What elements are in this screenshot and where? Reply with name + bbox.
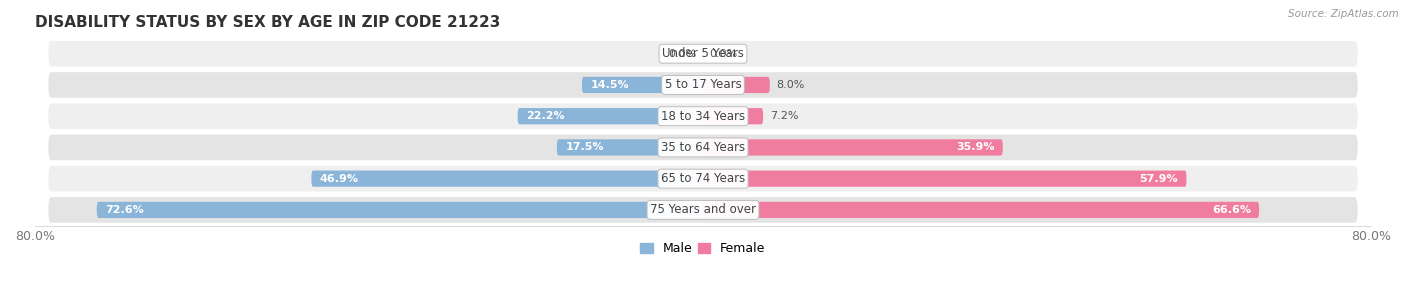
Text: 22.2%: 22.2%	[526, 111, 565, 121]
Text: 66.6%: 66.6%	[1212, 205, 1251, 215]
Text: 0.0%: 0.0%	[710, 49, 738, 59]
FancyBboxPatch shape	[48, 72, 1358, 98]
FancyBboxPatch shape	[311, 171, 703, 187]
FancyBboxPatch shape	[703, 202, 1260, 218]
FancyBboxPatch shape	[48, 166, 1358, 192]
Text: 35 to 64 Years: 35 to 64 Years	[661, 141, 745, 154]
Text: 17.5%: 17.5%	[565, 143, 603, 152]
Text: DISABILITY STATUS BY SEX BY AGE IN ZIP CODE 21223: DISABILITY STATUS BY SEX BY AGE IN ZIP C…	[35, 15, 501, 30]
FancyBboxPatch shape	[48, 103, 1358, 129]
Text: 0.0%: 0.0%	[668, 49, 696, 59]
FancyBboxPatch shape	[517, 108, 703, 124]
FancyBboxPatch shape	[97, 202, 703, 218]
Text: 5 to 17 Years: 5 to 17 Years	[665, 78, 741, 92]
FancyBboxPatch shape	[703, 77, 770, 93]
Text: Under 5 Years: Under 5 Years	[662, 47, 744, 60]
FancyBboxPatch shape	[48, 135, 1358, 160]
Text: 8.0%: 8.0%	[776, 80, 804, 90]
Text: 46.9%: 46.9%	[319, 174, 359, 184]
FancyBboxPatch shape	[703, 171, 1187, 187]
Text: 75 Years and over: 75 Years and over	[650, 203, 756, 216]
FancyBboxPatch shape	[48, 197, 1358, 223]
FancyBboxPatch shape	[703, 108, 763, 124]
Text: 72.6%: 72.6%	[105, 205, 143, 215]
Text: 57.9%: 57.9%	[1139, 174, 1178, 184]
FancyBboxPatch shape	[703, 139, 1002, 156]
FancyBboxPatch shape	[557, 139, 703, 156]
Text: 14.5%: 14.5%	[591, 80, 628, 90]
Text: 7.2%: 7.2%	[770, 111, 799, 121]
Text: 18 to 34 Years: 18 to 34 Years	[661, 110, 745, 123]
Text: 35.9%: 35.9%	[956, 143, 994, 152]
Text: 65 to 74 Years: 65 to 74 Years	[661, 172, 745, 185]
Text: Source: ZipAtlas.com: Source: ZipAtlas.com	[1288, 9, 1399, 19]
FancyBboxPatch shape	[48, 41, 1358, 67]
Legend: Male, Female: Male, Female	[636, 237, 770, 261]
FancyBboxPatch shape	[582, 77, 703, 93]
